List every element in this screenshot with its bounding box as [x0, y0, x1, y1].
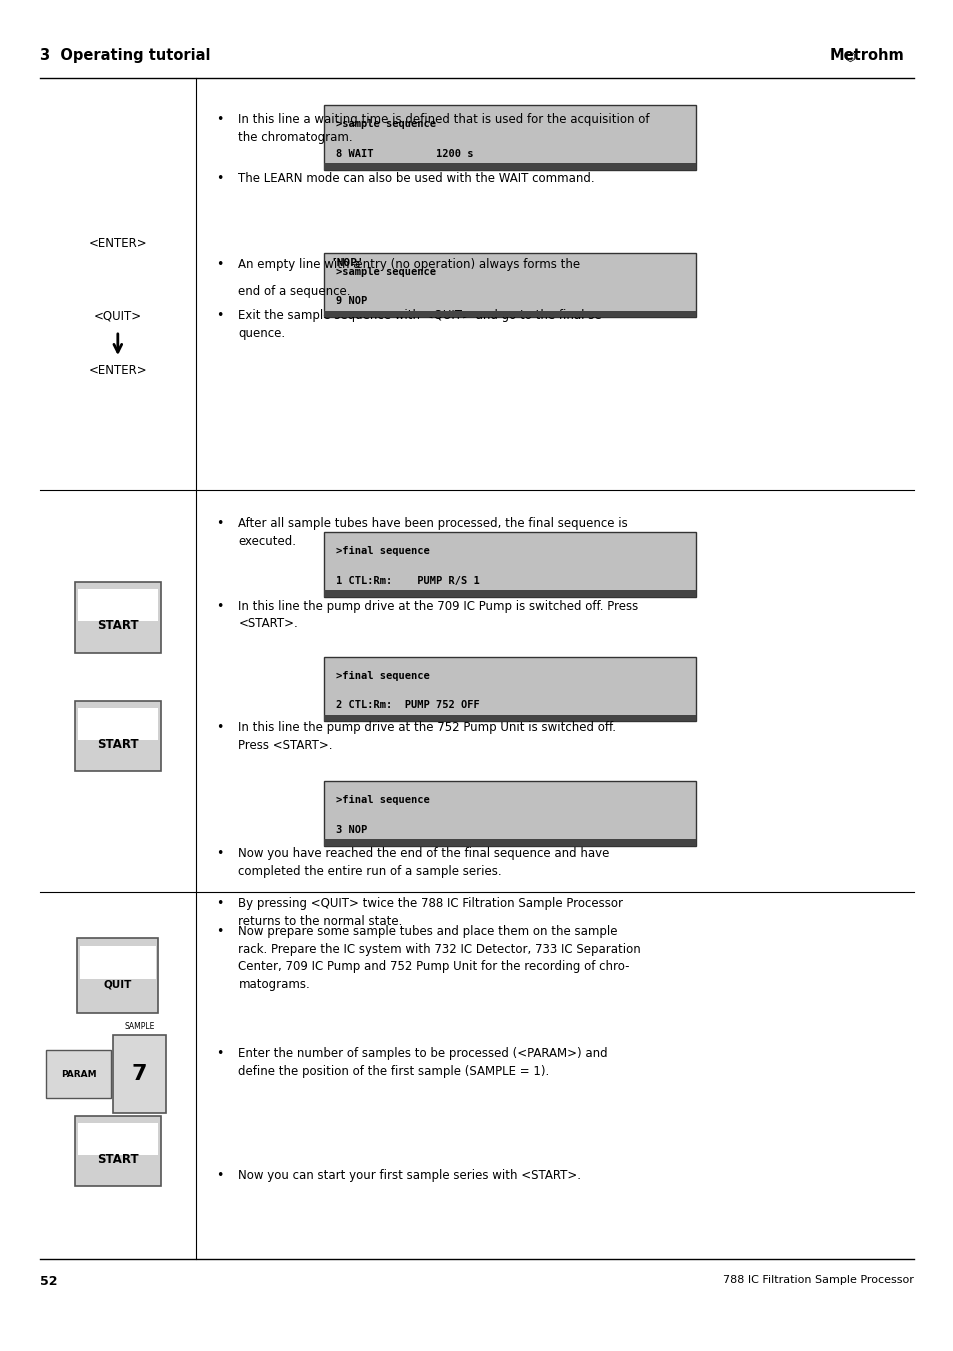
Text: •: • — [216, 517, 224, 531]
FancyBboxPatch shape — [74, 701, 160, 771]
Text: •: • — [216, 258, 224, 272]
Text: •: • — [216, 897, 224, 911]
Text: An empty line with a: An empty line with a — [238, 258, 364, 272]
Text: •: • — [216, 925, 224, 939]
FancyBboxPatch shape — [324, 311, 696, 317]
Text: 3  Operating tutorial: 3 Operating tutorial — [40, 49, 211, 63]
FancyBboxPatch shape — [324, 590, 696, 597]
Text: •: • — [216, 1169, 224, 1182]
Text: •: • — [216, 113, 224, 127]
Text: Metrohm: Metrohm — [829, 49, 903, 63]
Text: 2 CTL:Rm:  PUMP 752 OFF: 2 CTL:Rm: PUMP 752 OFF — [335, 700, 479, 711]
Text: •: • — [216, 1047, 224, 1061]
Text: <ENTER>: <ENTER> — [89, 236, 147, 250]
Text: end of a sequence.: end of a sequence. — [238, 285, 351, 299]
Text: >final sequence: >final sequence — [335, 794, 429, 805]
Text: After all sample tubes have been processed, the final sequence is
executed.: After all sample tubes have been process… — [238, 517, 628, 549]
Text: >final sequence: >final sequence — [335, 670, 429, 681]
Text: START: START — [97, 619, 138, 632]
Text: In this line the pump drive at the 709 IC Pump is switched off. Press
<START>.: In this line the pump drive at the 709 I… — [238, 600, 639, 631]
FancyBboxPatch shape — [324, 532, 696, 597]
Text: SAMPLE: SAMPLE — [124, 1021, 154, 1031]
Text: •: • — [216, 172, 224, 185]
Text: ⌬: ⌬ — [843, 50, 854, 63]
FancyBboxPatch shape — [324, 253, 696, 317]
Text: <QUIT>: <QUIT> — [93, 309, 142, 323]
Text: In this line a waiting time is defined that is used for the acquisition of
the c: In this line a waiting time is defined t… — [238, 113, 649, 145]
Text: 788 IC Filtration Sample Processor: 788 IC Filtration Sample Processor — [722, 1275, 913, 1285]
FancyBboxPatch shape — [80, 946, 155, 979]
Text: QUIT: QUIT — [104, 979, 132, 989]
Text: <ENTER>: <ENTER> — [89, 363, 147, 377]
Text: 7: 7 — [132, 1065, 147, 1084]
Text: Exit the sample sequence with <QUIT> and go to the final se-
quence.: Exit the sample sequence with <QUIT> and… — [238, 309, 606, 340]
Text: Now you have reached the end of the final sequence and have
completed the entire: Now you have reached the end of the fina… — [238, 847, 609, 878]
FancyBboxPatch shape — [112, 1035, 166, 1113]
FancyBboxPatch shape — [77, 708, 157, 740]
Text: In this line the pump drive at the 752 Pump Unit is switched off.
Press <START>.: In this line the pump drive at the 752 P… — [238, 721, 616, 753]
Text: Now you can start your first sample series with <START>.: Now you can start your first sample seri… — [238, 1169, 581, 1182]
Text: Now prepare some sample tubes and place them on the sample
rack. Prepare the IC : Now prepare some sample tubes and place … — [238, 925, 640, 990]
Text: 8 WAIT          1200 s: 8 WAIT 1200 s — [335, 149, 473, 159]
FancyBboxPatch shape — [324, 839, 696, 846]
Text: >final sequence: >final sequence — [335, 546, 429, 557]
Text: By pressing <QUIT> twice the 788 IC Filtration Sample Processor
returns to the n: By pressing <QUIT> twice the 788 IC Filt… — [238, 897, 623, 928]
FancyBboxPatch shape — [77, 589, 157, 621]
Text: Enter the number of samples to be processed (<PARAM>) and
define the position of: Enter the number of samples to be proces… — [238, 1047, 607, 1078]
FancyBboxPatch shape — [77, 938, 158, 1013]
Text: >sample sequence: >sample sequence — [335, 119, 436, 130]
FancyBboxPatch shape — [324, 715, 696, 721]
Text: START: START — [97, 738, 138, 751]
Text: 'NOP': 'NOP' — [331, 258, 364, 267]
Text: •: • — [216, 309, 224, 323]
Text: 3 NOP: 3 NOP — [335, 824, 367, 835]
Text: •: • — [216, 600, 224, 613]
Text: -entry (no operation) always forms the: -entry (no operation) always forms the — [351, 258, 579, 272]
Text: •: • — [216, 721, 224, 735]
FancyBboxPatch shape — [324, 163, 696, 170]
Text: The LEARN mode can also be used with the WAIT command.: The LEARN mode can also be used with the… — [238, 172, 595, 185]
Text: 52: 52 — [40, 1275, 57, 1289]
FancyBboxPatch shape — [324, 105, 696, 170]
FancyBboxPatch shape — [74, 582, 160, 653]
FancyBboxPatch shape — [74, 1116, 160, 1186]
Text: >sample sequence: >sample sequence — [335, 266, 436, 277]
Text: START: START — [97, 1152, 138, 1166]
FancyBboxPatch shape — [77, 1123, 157, 1155]
FancyBboxPatch shape — [324, 781, 696, 846]
Text: PARAM: PARAM — [61, 1070, 96, 1078]
Text: 9 NOP: 9 NOP — [335, 296, 367, 307]
FancyBboxPatch shape — [324, 657, 696, 721]
Text: 1 CTL:Rm:    PUMP R/S 1: 1 CTL:Rm: PUMP R/S 1 — [335, 576, 479, 586]
Text: •: • — [216, 847, 224, 861]
FancyBboxPatch shape — [46, 1050, 111, 1098]
